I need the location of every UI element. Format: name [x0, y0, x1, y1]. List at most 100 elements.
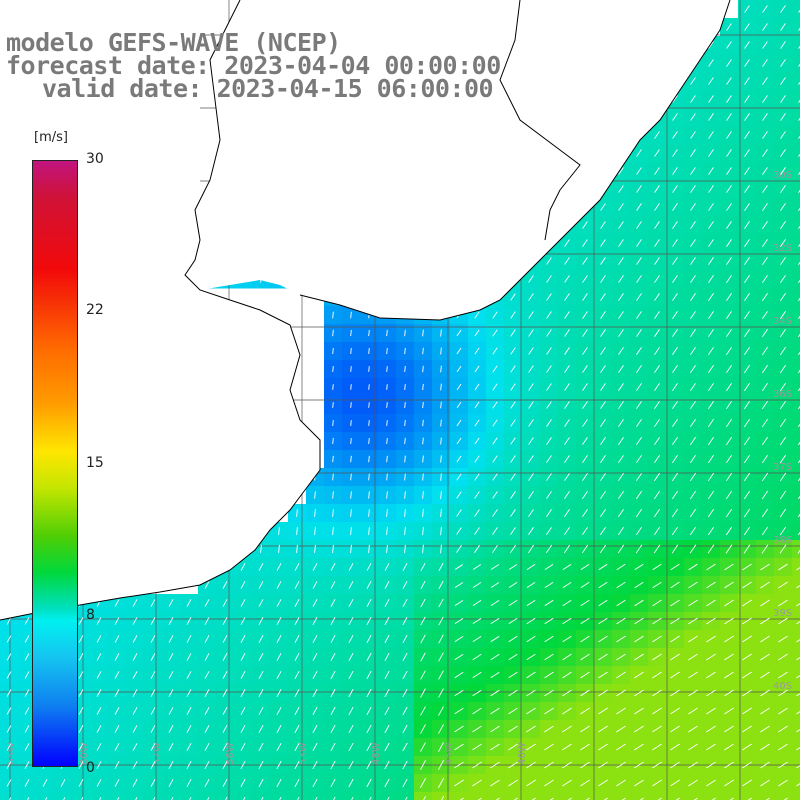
wind-arrow — [654, 347, 660, 355]
wind-arrow — [743, 454, 751, 464]
wind-arrow — [726, 59, 732, 67]
wind-arrow — [332, 347, 334, 355]
wind-arrow — [186, 599, 192, 607]
wind-arrow — [404, 384, 406, 390]
wind-arrow — [422, 329, 424, 337]
wind-arrow — [312, 706, 318, 716]
wind-arrow — [636, 203, 642, 211]
wind-arrow — [366, 778, 372, 788]
wind-arrow — [636, 293, 642, 301]
wind-arrow — [725, 472, 733, 482]
wind-arrow — [652, 689, 662, 697]
wind-arrow — [366, 688, 372, 698]
wind-arrow — [708, 59, 714, 67]
wind-arrow — [742, 617, 752, 625]
wind-arrow — [636, 149, 642, 157]
wind-arrow — [81, 797, 84, 800]
wind-arrow — [747, 797, 752, 800]
wind-arrow — [744, 275, 750, 283]
wind-arrow — [797, 495, 800, 500]
wind-arrow — [456, 383, 462, 391]
field-cell — [792, 468, 800, 487]
wind-arrow — [258, 563, 264, 571]
wind-arrow — [472, 743, 482, 751]
wind-arrow — [706, 725, 716, 733]
wind-arrow — [472, 725, 482, 733]
wind-arrow — [580, 581, 590, 589]
wind-arrow — [690, 293, 696, 301]
wind-arrow — [654, 293, 660, 301]
wind-arrow — [742, 653, 752, 661]
wind-arrow — [544, 599, 554, 607]
wind-arrow — [564, 275, 570, 283]
wind-arrow — [761, 382, 769, 392]
wind-arrow — [510, 293, 516, 301]
wind-arrow — [528, 365, 534, 373]
wind-arrow — [96, 743, 102, 751]
wind-arrow — [492, 419, 498, 427]
wind-arrow — [762, 167, 768, 175]
wind-arrow — [725, 508, 733, 518]
wind-arrow — [132, 743, 138, 751]
wind-arrow — [582, 455, 588, 463]
wind-arrow — [690, 436, 696, 446]
wind-arrow — [96, 725, 102, 733]
wind-arrow — [744, 292, 750, 302]
wind-arrow — [797, 369, 800, 374]
wind-arrow — [783, 797, 788, 800]
wind-arrow — [78, 635, 84, 643]
wind-arrow — [780, 23, 786, 31]
wind-arrow — [312, 688, 318, 698]
wind-arrow — [598, 707, 608, 715]
wind-arrow — [474, 347, 480, 355]
field-cell — [792, 0, 800, 19]
wind-arrow — [332, 420, 334, 426]
wind-arrow — [706, 581, 716, 589]
wind-arrow — [186, 778, 192, 788]
wind-arrow — [24, 635, 30, 643]
wind-arrow — [688, 689, 698, 697]
wind-arrow — [402, 616, 408, 626]
wind-arrow — [636, 329, 642, 337]
wind-arrow — [618, 383, 624, 391]
wind-arrow — [420, 778, 426, 788]
wind-arrow — [472, 707, 482, 715]
wind-arrow — [670, 671, 680, 679]
wind-arrow — [744, 59, 750, 67]
wind-arrow — [386, 509, 388, 517]
field-cell — [792, 144, 800, 163]
wind-arrow — [348, 760, 354, 770]
wind-arrow — [761, 472, 769, 482]
wind-arrow — [24, 743, 30, 751]
wind-arrow — [332, 366, 334, 372]
wind-arrow — [276, 617, 282, 625]
field-cell — [792, 72, 800, 91]
wind-arrow — [150, 599, 156, 607]
wind-arrow — [798, 135, 800, 139]
wind-arrow — [743, 490, 751, 500]
field-cell — [504, 792, 523, 800]
wind-arrow — [798, 117, 800, 121]
wind-arrow — [258, 742, 264, 752]
wind-arrow — [778, 635, 788, 643]
wind-arrow — [240, 724, 246, 734]
wind-arrow — [366, 563, 372, 571]
wind-arrow — [672, 221, 678, 229]
wind-arrow — [779, 454, 787, 464]
wind-arrow — [332, 329, 334, 337]
wind-arrow — [672, 418, 678, 428]
wind-arrow — [672, 203, 678, 211]
wind-arrow — [386, 366, 388, 372]
wind-arrow — [492, 311, 498, 319]
wind-arrow — [510, 491, 516, 499]
wind-arrow — [778, 617, 788, 625]
wind-arrow — [510, 383, 516, 391]
wind-arrow — [762, 239, 768, 247]
field-cell — [90, 792, 109, 800]
wind-arrow — [404, 526, 406, 536]
wind-arrow — [670, 743, 680, 751]
wind-arrow — [761, 490, 769, 500]
wind-arrow — [330, 724, 336, 734]
wind-arrow — [726, 95, 732, 103]
wind-arrow — [582, 401, 588, 409]
